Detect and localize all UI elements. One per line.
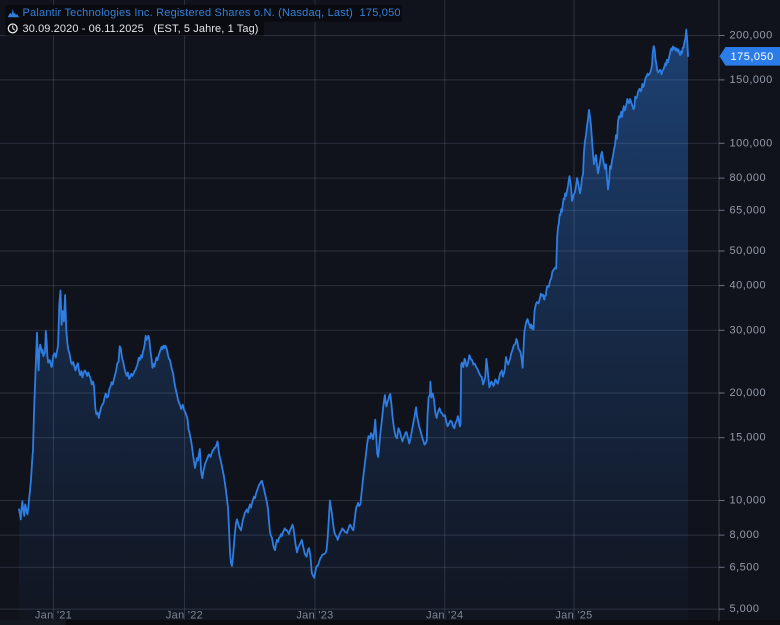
svg-text:10,000: 10,000	[730, 495, 767, 507]
svg-text:Jan '22: Jan '22	[166, 610, 203, 622]
svg-text:Jan '24: Jan '24	[426, 610, 463, 622]
svg-text:Palantir Technologies Inc. Reg: Palantir Technologies Inc. Registered Sh…	[23, 7, 401, 19]
svg-text:8,000: 8,000	[730, 529, 760, 541]
svg-text:40,000: 40,000	[730, 280, 767, 292]
svg-text:100,000: 100,000	[730, 137, 773, 149]
svg-text:175,050: 175,050	[731, 51, 774, 63]
svg-text:30.09.2020 - 06.11.2025 (EST: 30.09.2020 - 06.11.2025 (EST, 5 Jahre, 1…	[23, 23, 259, 35]
svg-text:20,000: 20,000	[730, 387, 767, 399]
svg-text:150,000: 150,000	[730, 74, 773, 86]
svg-text:Jan '21: Jan '21	[35, 610, 72, 622]
svg-text:15,000: 15,000	[730, 432, 767, 444]
svg-text:6,500: 6,500	[730, 561, 760, 573]
svg-text:80,000: 80,000	[730, 172, 767, 184]
svg-text:50,000: 50,000	[730, 245, 767, 257]
svg-text:30,000: 30,000	[730, 324, 767, 336]
svg-text:Jan '23: Jan '23	[296, 610, 333, 622]
svg-text:200,000: 200,000	[730, 30, 773, 42]
svg-text:65,000: 65,000	[730, 204, 767, 216]
svg-text:Jan '25: Jan '25	[555, 610, 592, 622]
svg-text:5,000: 5,000	[730, 603, 760, 615]
